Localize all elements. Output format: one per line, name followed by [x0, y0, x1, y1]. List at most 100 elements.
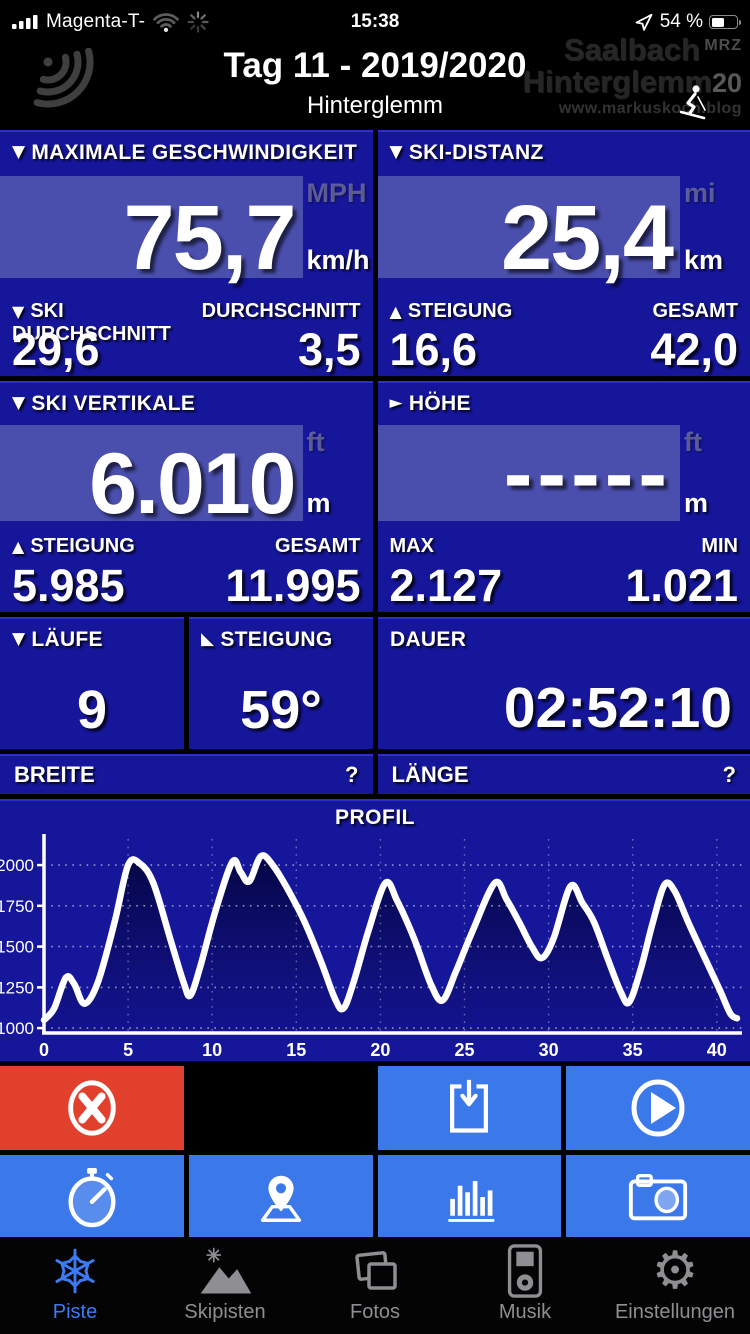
snowflake-icon [52, 1248, 98, 1294]
unit-current: km [684, 245, 724, 275]
panel-latitude[interactable]: BREITE ? [0, 754, 373, 794]
carrier-label: Magenta-T- [46, 11, 146, 32]
photos-icon [355, 1251, 397, 1290]
bar-chart-icon [448, 1181, 495, 1222]
tab-fotos[interactable]: Fotos [300, 1245, 450, 1334]
tab-label: Skipisten [184, 1301, 266, 1323]
triangle-down-icon: ▼ [389, 142, 403, 162]
wifi-icon [153, 13, 180, 32]
max-speed-value: 75,7 [123, 187, 296, 289]
panel-header: DAUER [390, 628, 467, 651]
altitude-value: ----- [503, 426, 672, 522]
sub-label-right: DURCHSCHNITT [201, 300, 361, 322]
triangle-right-icon: ► [389, 393, 403, 413]
page-title: Tag 11 - 2019/2020 [223, 46, 527, 85]
triangle-down-icon: ▼ [12, 142, 26, 162]
panel-altitude[interactable]: ► HÖHE ----- ft m MAX MIN 2.127 1.021 [377, 381, 750, 612]
tab-piste[interactable]: Piste [0, 1245, 150, 1334]
clock: 15:38 [350, 11, 400, 32]
latitude-value: ? [345, 762, 359, 787]
sub-value-left: 29,6 [12, 324, 100, 375]
status-bar: Magenta-T- 15:38 54 % [0, 0, 750, 44]
action-row-2 [0, 1155, 750, 1239]
page-subtitle: Hinterglemm [306, 92, 444, 119]
camera-icon [629, 1173, 688, 1221]
panel-ski-vertical[interactable]: ▼ SKI VERTIKALE 6.010 ft m ▲ STEIGUNG GESA… [0, 381, 373, 612]
timer-button[interactable] [0, 1155, 184, 1239]
value-box: 6.010 [0, 425, 303, 527]
unit-current: m [306, 488, 331, 518]
sub-value-left: 5.985 [12, 560, 125, 611]
save-button[interactable] [377, 1066, 562, 1150]
unit-alt: mi [684, 178, 716, 208]
panel-ski-distance[interactable]: ▼ SKI-DISTANZ 25,4 mi km ▲ STEIGUNG GESAMT… [377, 130, 750, 376]
svg-text:2000: 2000 [0, 856, 34, 875]
chart-title: PROFIL [335, 806, 415, 829]
svg-text:20: 20 [370, 1040, 390, 1060]
statistics-button[interactable] [377, 1155, 562, 1239]
sub-value-left: 16,6 [389, 324, 478, 375]
tab-skipisten[interactable]: Skipisten [150, 1245, 300, 1334]
ski-distance-value: 25,4 [500, 187, 674, 289]
value-box: 25,4 [377, 176, 680, 284]
panel-longitude[interactable]: LÄNGE ? [377, 754, 750, 794]
latitude-label: BREITE [14, 762, 95, 787]
gear-icon: ⚙ [651, 1241, 699, 1301]
panel-slope[interactable]: ◣ STEIGUNG 59° [189, 617, 373, 749]
triangle-down-icon: ▼ [12, 629, 26, 649]
svg-text:1000: 1000 [0, 1019, 34, 1038]
unit-alt: ft [306, 427, 325, 457]
elevation-profile-chart[interactable]: PROFIL 1000 1250 1500 1750 2000 0 5 10 15 20 25 30 3… [0, 799, 750, 1061]
sub-label-left: ▼ SKI DURCHSCHNITT [12, 300, 171, 345]
unit-alt: MPH [306, 178, 367, 208]
stop-x-icon [68, 1080, 116, 1136]
ski-vertical-value: 6.010 [89, 436, 296, 532]
tab-bar: Piste Skipisten Fotos [0, 1237, 750, 1334]
sub-value-right: 42,0 [650, 324, 738, 375]
battery-percent-label: 54 % [659, 11, 703, 32]
value-box: ----- [377, 425, 680, 522]
map-button[interactable] [188, 1155, 373, 1239]
tab-label: Fotos [349, 1301, 401, 1323]
elevation-profile-plot: 1000 1250 1500 1750 2000 0 5 10 15 20 25 30 35 40 [0, 834, 742, 1060]
runs-value: 9 [76, 680, 108, 740]
svg-text:0: 0 [39, 1040, 49, 1060]
sub-label-left: MAX [389, 535, 434, 557]
play-button[interactable] [566, 1066, 750, 1150]
sub-value-right: 11.995 [225, 560, 361, 611]
music-player-icon [507, 1244, 543, 1298]
longitude-value: ? [722, 762, 736, 787]
panel-header: ► HÖHE [389, 392, 471, 415]
panel-duration[interactable]: DAUER 02:52:10 [378, 617, 750, 749]
panel-max-speed[interactable]: ▼ MAXIMALE GESCHWINDIGKEIT 75,7 MPH km/h … [0, 130, 373, 376]
gps-signal-arcs-icon [33, 48, 94, 108]
stopwatch-icon [68, 1167, 116, 1228]
empty-cell [188, 1066, 373, 1150]
tab-musik[interactable]: Musik [450, 1244, 600, 1334]
svg-text:1750: 1750 [0, 897, 34, 916]
battery-icon [709, 15, 741, 29]
svg-text:40: 40 [707, 1040, 727, 1060]
sub-label-right: GESAMT [652, 300, 738, 322]
svg-text:10: 10 [202, 1040, 222, 1060]
tab-einstellungen[interactable]: ⚙ Einstellungen [600, 1245, 750, 1334]
stop-button[interactable] [0, 1066, 184, 1150]
tab-label: Musik [498, 1301, 552, 1323]
sub-label-left: ▲ STEIGUNG [389, 300, 513, 322]
camera-button[interactable] [566, 1155, 750, 1239]
photo-watermark: Saalbach MRZ Hinterglemm20 www.markuskoc… [522, 34, 742, 119]
tab-label: Einstellungen [614, 1301, 736, 1323]
longitude-label: LÄNGE [391, 762, 469, 787]
map-pin-icon [260, 1175, 301, 1222]
triangle-up-icon: ▲ [12, 537, 25, 556]
action-row-1 [0, 1066, 750, 1150]
slope-triangle-icon: ◣ [201, 629, 215, 649]
tab-label: Piste [52, 1301, 98, 1323]
svg-text:1250: 1250 [0, 978, 34, 997]
svg-text:1500: 1500 [0, 938, 34, 957]
panel-runs[interactable]: ▼ LÄUFE 9 [0, 617, 184, 749]
network-activity-spinner-icon [187, 11, 209, 33]
skier-icon [679, 84, 706, 119]
unit-current: m [684, 488, 709, 518]
panel-header: ◣ STEIGUNG [201, 628, 333, 651]
